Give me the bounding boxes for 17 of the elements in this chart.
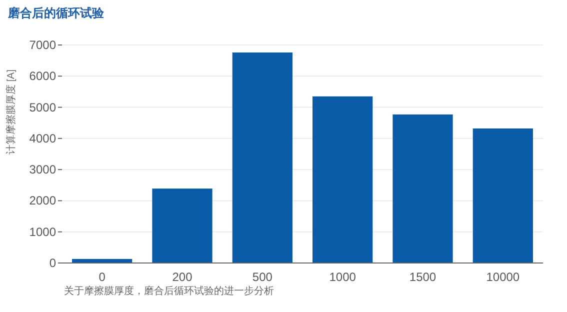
y-tick-label: 5000 xyxy=(29,100,56,114)
x-tick-label: 0 xyxy=(98,270,106,284)
text: 关于摩擦膜厚度，磨合后循环试验的进一步分析 xyxy=(64,285,274,297)
x-tick-label: 200 xyxy=(172,270,193,284)
y-tick-label: 7000 xyxy=(29,38,56,52)
y-tick-label: 3000 xyxy=(29,162,56,177)
y-tick-label: 6000 xyxy=(29,69,56,84)
x-tick-label: 500 xyxy=(252,270,273,284)
y-axis-title: 计算摩擦膜厚度 [A] xyxy=(5,69,17,155)
x-tick-label: 1000 xyxy=(329,270,356,284)
y-tick-label: 1000 xyxy=(29,224,56,239)
y-tick-label: 0 xyxy=(49,256,56,270)
y-tick-label: 4000 xyxy=(29,131,56,146)
chart-title: 磨合后的循环试验 xyxy=(7,6,105,20)
x-tick-label: 10000 xyxy=(486,270,520,284)
x-tick-label: 1500 xyxy=(409,270,436,284)
y-tick-label: 2000 xyxy=(29,194,56,208)
